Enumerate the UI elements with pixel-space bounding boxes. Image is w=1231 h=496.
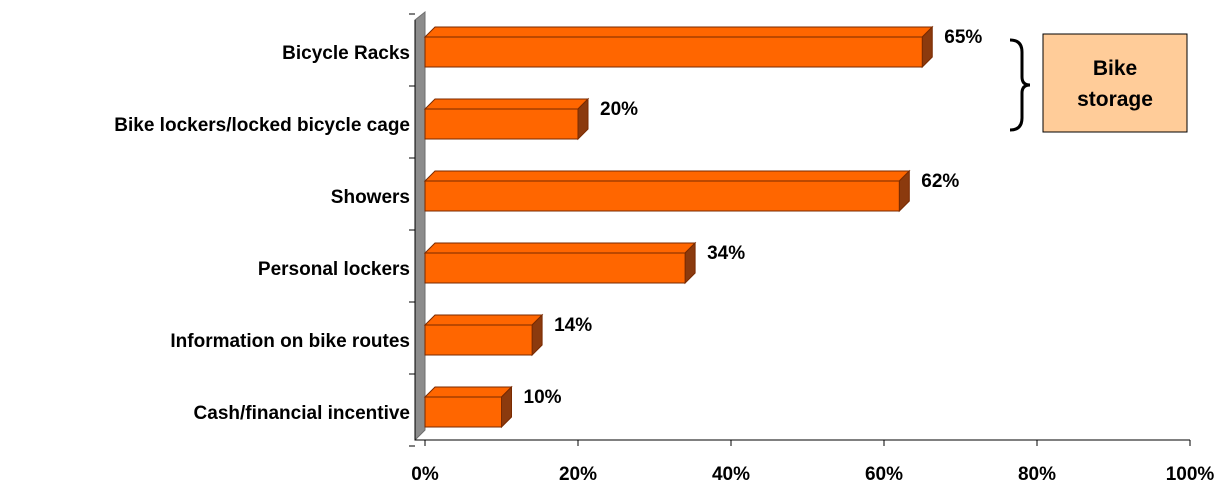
- bar: [424, 396, 502, 428]
- data-label: 34%: [707, 243, 745, 264]
- x-tick-label: 0%: [411, 464, 439, 485]
- bar-top-face: [423, 242, 697, 254]
- category-label: Cash/financial incentive: [194, 403, 410, 424]
- bar-top-face: [423, 386, 513, 398]
- bar: [424, 36, 923, 68]
- data-label: 10%: [524, 387, 562, 408]
- x-tick-label: 80%: [1018, 464, 1056, 485]
- bar: [424, 324, 533, 356]
- category-label: Information on bike routes: [170, 331, 410, 352]
- bar-top-face: [423, 26, 934, 38]
- category-label: Bike lockers/locked bicycle cage: [114, 115, 410, 136]
- x-tick-label: 60%: [865, 464, 903, 485]
- bar: [424, 108, 579, 140]
- data-label: 20%: [600, 99, 638, 120]
- bar: [424, 180, 900, 212]
- category-label: Showers: [331, 187, 410, 208]
- bar-top-face: [423, 170, 911, 182]
- callout-box: [1042, 33, 1188, 133]
- bar-top-face: [423, 98, 590, 110]
- category-label: Personal lockers: [258, 259, 410, 280]
- chart-back-wall: [414, 10, 426, 442]
- data-label: 62%: [921, 171, 959, 192]
- callout-line-2: storage: [1077, 88, 1153, 111]
- category-label: Bicycle Racks: [282, 43, 410, 64]
- x-tick-label: 40%: [712, 464, 750, 485]
- data-label: 14%: [554, 315, 592, 336]
- bar: [424, 252, 686, 284]
- data-label: 65%: [944, 27, 982, 48]
- bar-top-face: [423, 314, 544, 326]
- bracket-icon: [1009, 38, 1031, 132]
- x-tick-label: 100%: [1166, 464, 1215, 485]
- callout-line-1: Bike: [1093, 57, 1137, 80]
- x-tick-label: 20%: [559, 464, 597, 485]
